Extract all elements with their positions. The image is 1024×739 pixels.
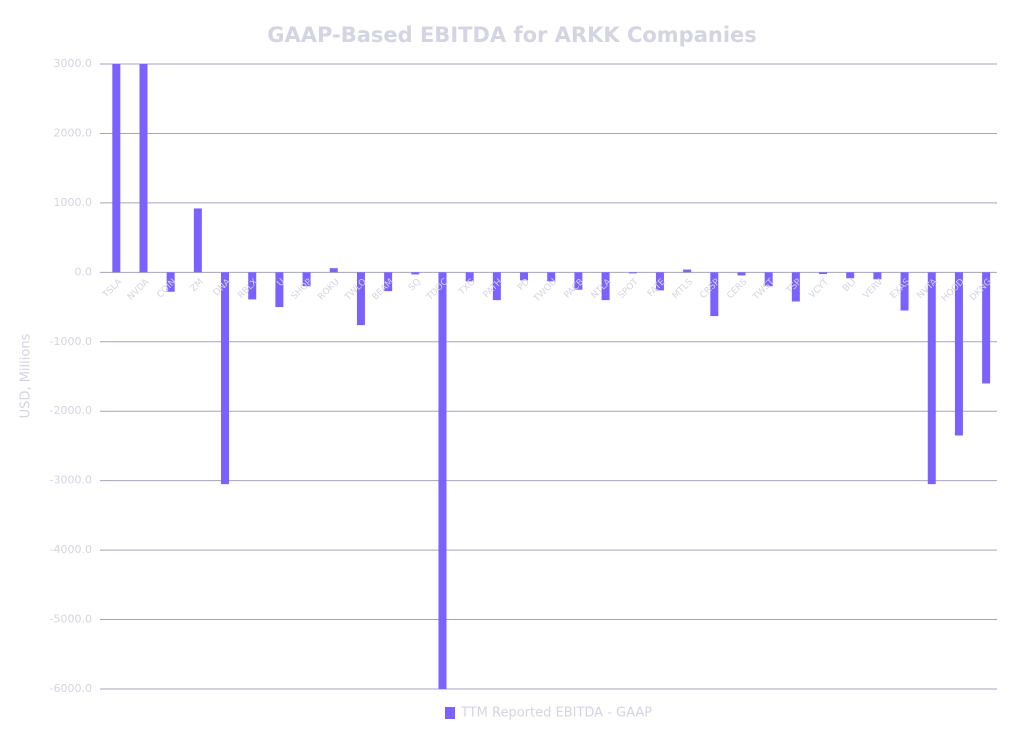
bar	[683, 269, 692, 273]
x-tick-label: SQ	[407, 277, 423, 293]
bar	[329, 268, 338, 273]
bar	[112, 64, 121, 273]
x-tick-label: TWST	[751, 277, 777, 303]
bar	[655, 272, 664, 291]
bar	[819, 272, 828, 275]
bar	[411, 272, 420, 275]
x-tick-label: CERS	[725, 277, 749, 301]
bar	[193, 208, 202, 273]
bar	[520, 272, 529, 281]
y-tick-label: -6000.0	[50, 682, 92, 695]
y-tick-label: 2000.0	[54, 126, 93, 139]
bar	[982, 272, 991, 384]
legend-swatch	[445, 707, 455, 719]
bar	[737, 272, 746, 276]
bar	[302, 272, 311, 287]
bar	[275, 272, 284, 308]
bar	[927, 272, 936, 485]
legend-label: TTM Reported EBITDA - GAAP	[460, 706, 652, 721]
x-tick-label: COIN	[155, 277, 178, 300]
x-tick-label: BEAM	[371, 277, 396, 302]
labels: TSLA NVDA COIN ZM DNA RBLX U SHOP ROKU TWLO BEAM SQ…	[100, 277, 994, 305]
y-tick-label: -2000.0	[50, 404, 92, 417]
bar	[873, 272, 882, 280]
bar	[764, 272, 773, 287]
y-tick-label: -4000.0	[50, 543, 92, 556]
bar	[248, 272, 257, 300]
bar	[547, 272, 556, 282]
bar	[900, 272, 909, 311]
bar	[356, 272, 365, 326]
x-tick-label: MTLS	[671, 277, 695, 301]
x-tick-label: NVDA	[126, 277, 152, 303]
x-tick-label: PD	[516, 277, 532, 293]
bar	[492, 272, 501, 301]
grid: -6000.0 -5000.0 -4000.0 -3000.0 -2000.0 -1000…	[50, 57, 997, 695]
x-tick-label: TXG	[457, 277, 478, 298]
x-tick-label: SPOT	[617, 277, 641, 301]
y-tick-label: 1000.0	[54, 196, 93, 209]
bar	[954, 272, 963, 436]
x-tick-label: ZM	[189, 277, 206, 294]
y-axis-title: USD, Millions	[19, 333, 34, 418]
x-tick-label: BLI	[841, 277, 858, 294]
x-tick-label: VERV	[861, 277, 885, 301]
bar	[601, 272, 610, 301]
y-tick-label: 3000.0	[54, 57, 93, 70]
bar	[710, 272, 719, 317]
chart-title: GAAP-Based EBITDA for ARKK Companies	[267, 23, 757, 47]
bar	[628, 272, 637, 274]
x-tick-label: TSP	[784, 277, 804, 297]
x-tick-label: ROKU	[316, 277, 341, 302]
x-tick-label: VCYT	[807, 277, 831, 301]
bar	[166, 272, 175, 292]
x-tick-label: PACB	[563, 277, 587, 301]
bar	[221, 272, 230, 485]
bar	[465, 272, 474, 282]
y-tick-label: 0.0	[75, 265, 93, 278]
x-tick-label: DKNG	[968, 277, 994, 303]
x-tick-label: FATE	[646, 277, 668, 299]
bars	[112, 64, 991, 689]
x-tick-label: U	[276, 277, 288, 289]
bar	[139, 64, 148, 273]
y-tick-label: -5000.0	[50, 613, 92, 626]
y-tick-label: -1000.0	[50, 335, 92, 348]
x-tick-label: TWOU	[531, 277, 559, 305]
x-tick-label: TSLA	[100, 277, 124, 301]
bar	[438, 272, 447, 689]
bar	[791, 272, 800, 302]
y-tick-label: -3000.0	[50, 474, 92, 487]
x-tick-label: SHOP	[290, 277, 315, 302]
bar	[574, 272, 583, 290]
bar	[846, 272, 855, 279]
bar	[384, 272, 393, 292]
